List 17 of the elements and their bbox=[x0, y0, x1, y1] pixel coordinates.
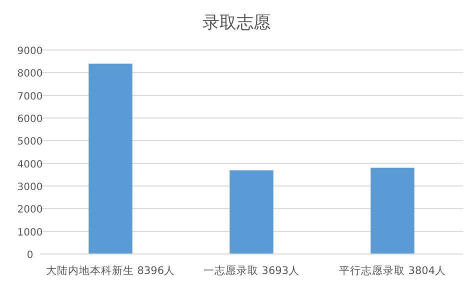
y-tick-label: 8000 bbox=[17, 68, 43, 80]
x-tick-label: 一志愿录取 3693人 bbox=[203, 264, 300, 277]
x-tick-label: 平行志愿录取 3804人 bbox=[338, 264, 446, 277]
y-tick-label: 5000 bbox=[17, 136, 43, 148]
y-tick-label: 3000 bbox=[17, 182, 43, 193]
y-tick-label: 9000 bbox=[17, 46, 43, 57]
bar bbox=[88, 64, 132, 254]
y-tick-label: 0 bbox=[26, 250, 34, 261]
y-tick-label: 6000 bbox=[17, 114, 43, 125]
x-tick-label: 大陆内地本科新生 8396人 bbox=[46, 264, 176, 277]
y-tick-label: 2000 bbox=[17, 204, 43, 216]
y-tick-label: 7000 bbox=[17, 91, 43, 102]
bar bbox=[370, 168, 414, 254]
chart-title: 录取志愿 bbox=[202, 13, 270, 33]
bar bbox=[230, 170, 274, 254]
y-tick-label: 1000 bbox=[17, 227, 43, 238]
y-tick-label: 4000 bbox=[17, 159, 43, 170]
